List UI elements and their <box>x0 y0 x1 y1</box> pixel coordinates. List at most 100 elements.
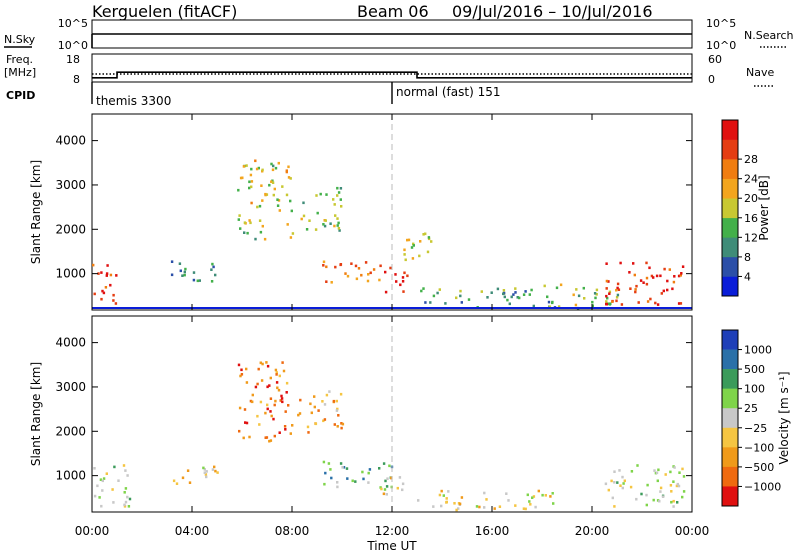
scatter-cell <box>682 490 686 493</box>
scatter-cell <box>336 485 339 489</box>
scatter-cell <box>310 411 313 415</box>
scatter-cell <box>266 403 269 407</box>
scatter-cell <box>366 279 370 283</box>
velocity-scatter-cells <box>93 361 686 512</box>
scatter-cell <box>678 471 681 474</box>
scatter-cell <box>642 281 645 284</box>
power-panel: 1000 2000 3000 4000 Slant Range [km] <box>29 113 693 311</box>
scatter-cell <box>316 211 319 215</box>
scatter-cell <box>339 187 343 190</box>
scatter-cell <box>646 483 649 487</box>
scatter-cell <box>681 265 685 268</box>
scatter-cell <box>378 278 381 282</box>
scatter-cell <box>506 298 509 302</box>
scatter-cell <box>277 388 281 392</box>
scatter-cell <box>357 267 361 270</box>
scatter-cell <box>616 481 619 484</box>
scatter-cell <box>444 302 447 305</box>
scatter-cell <box>299 398 302 402</box>
scatter-cell <box>306 425 310 429</box>
scatter-cell <box>668 268 671 271</box>
scatter-cell <box>336 407 339 411</box>
scatter-cell <box>287 165 290 169</box>
scatter-cell <box>676 501 679 504</box>
scatter-cell <box>403 248 406 252</box>
scatter-cell <box>447 490 450 493</box>
scatter-cell <box>622 482 625 485</box>
scatter-cell <box>249 173 253 177</box>
scatter-cell <box>673 466 676 469</box>
scatter-cell <box>100 271 103 274</box>
power-colorbar: 4 8 12 16 20 24 28 Power [dB] <box>721 119 771 297</box>
scatter-cell <box>289 177 292 180</box>
scatter-cell <box>325 265 328 269</box>
scatter-cell <box>551 492 554 495</box>
scatter-cell <box>334 214 337 217</box>
scatter-cell <box>650 274 654 278</box>
colorbar-swatch <box>722 276 738 297</box>
scatter-cell <box>645 261 648 265</box>
scatter-cell <box>278 431 281 434</box>
freq-step-line <box>92 71 692 79</box>
scatter-cell <box>672 505 675 508</box>
scatter-cell <box>532 495 536 498</box>
scatter-cell <box>336 186 339 190</box>
colorbar-swatch <box>722 159 738 179</box>
scatter-cell <box>424 232 427 236</box>
scatter-cell <box>657 468 660 472</box>
scatter-cell <box>572 293 575 297</box>
colorbar-swatch <box>722 447 738 468</box>
scatter-cell <box>275 381 279 384</box>
scatter-cell <box>496 287 500 291</box>
scatter-cell <box>323 403 327 406</box>
scatter-cell <box>460 301 463 304</box>
scatter-cell <box>388 464 391 468</box>
scatter-cell <box>270 414 273 418</box>
colorbar-swatch <box>722 237 738 258</box>
scatter-cell <box>518 296 521 300</box>
scatter-cell <box>677 274 681 278</box>
scatter-cell <box>682 475 686 478</box>
colorbar-swatch <box>722 139 738 160</box>
scatter-cell <box>237 218 240 221</box>
date-range-title: 09/Jul/2016 – 10/Jul/2016 <box>452 2 653 21</box>
scatter-cell <box>238 406 242 410</box>
scatter-cell <box>203 468 206 471</box>
scatter-cell <box>480 290 483 293</box>
scatter-cell <box>396 486 399 490</box>
scatter-cell <box>645 276 649 280</box>
scatter-cell <box>315 194 318 197</box>
scatter-cell <box>340 422 343 425</box>
scatter-cell <box>640 492 643 496</box>
scatter-cell <box>676 482 679 486</box>
scatter-cell <box>621 475 624 479</box>
scatter-cell <box>339 198 342 201</box>
scatter-cell <box>105 472 108 475</box>
colorbar-swatch <box>722 217 738 238</box>
scatter-cell <box>522 293 526 296</box>
scatter-cell <box>268 183 271 187</box>
scatter-cell <box>615 288 618 292</box>
scatter-cell <box>658 499 661 503</box>
scatter-cell <box>323 482 326 486</box>
scatter-cell <box>609 302 612 305</box>
scatter-cell <box>93 292 96 296</box>
scatter-cell <box>445 497 448 500</box>
scatter-cell <box>418 254 421 258</box>
scatter-cell <box>659 490 662 493</box>
scatter-cell <box>608 290 612 294</box>
scatter-cell <box>258 423 261 426</box>
scatter-cell <box>101 489 104 492</box>
colorbar-swatch <box>722 120 738 140</box>
scatter-cell <box>399 283 402 287</box>
scatter-cell <box>607 488 610 492</box>
scatter-cell <box>677 484 681 488</box>
cpid-mode-normal: normal (fast) 151 <box>396 85 500 99</box>
scatter-cell <box>335 409 339 412</box>
scatter-cell <box>276 198 279 201</box>
colorbar-tick-label: 20 <box>744 192 758 205</box>
freq-tick-top: 18 <box>66 53 80 66</box>
scatter-cell <box>384 479 387 483</box>
scatter-cell <box>100 504 103 508</box>
scatter-cell <box>212 265 215 269</box>
